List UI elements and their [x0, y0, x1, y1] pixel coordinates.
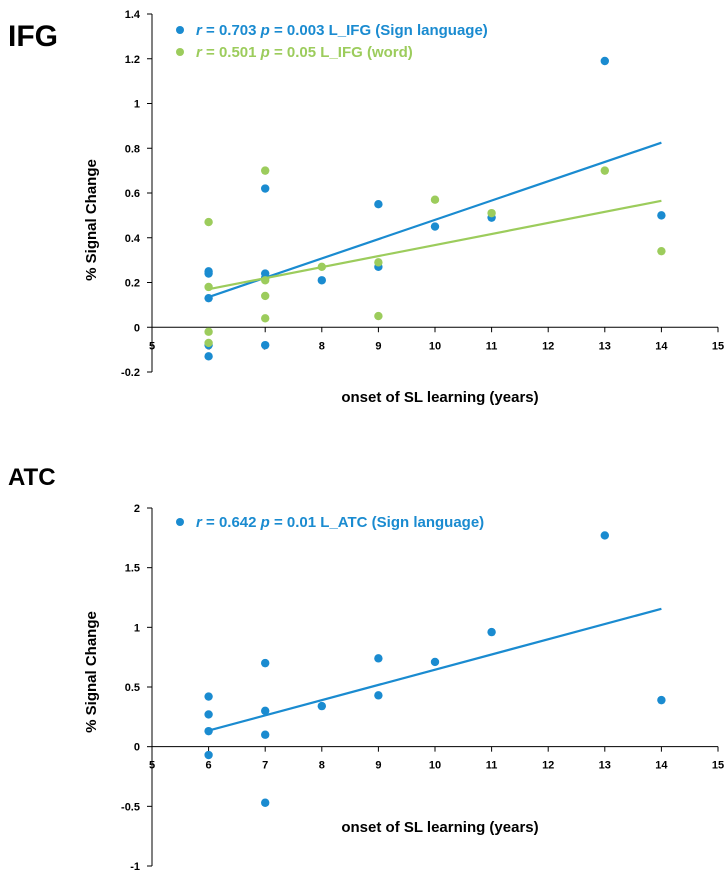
data-point: [430, 222, 440, 231]
y-tick-label: 0.5: [125, 682, 140, 694]
data-point: [261, 276, 270, 285]
y-tick-label: 0.2: [125, 278, 140, 290]
data-point: [261, 166, 270, 175]
data-point: [430, 195, 440, 204]
y-tick-label: -1: [130, 861, 140, 873]
data-point: [204, 338, 213, 348]
x-tick-label: 12: [542, 340, 554, 352]
data-point: [317, 276, 326, 285]
data-point: [657, 211, 666, 220]
x-tick-label: 9: [375, 340, 381, 352]
data-point: [600, 531, 609, 540]
data-point: [204, 750, 213, 760]
x-tick-label: 8: [319, 340, 325, 352]
x-tick-label: 11: [486, 340, 498, 352]
data-point: [204, 352, 213, 361]
data-point: [374, 311, 383, 321]
data-point: [657, 246, 666, 256]
data-point: [204, 217, 213, 227]
panel-title: ATC: [8, 464, 56, 491]
data-point: [317, 262, 326, 272]
data-point: [261, 340, 270, 350]
data-point: [374, 199, 383, 209]
x-tick-label: 13: [599, 340, 611, 352]
data-point: [261, 706, 270, 716]
data-point: [430, 657, 440, 667]
data-point: [317, 701, 326, 711]
y-tick-label: -0.5: [121, 801, 140, 813]
y-tick-label: 1.4: [125, 9, 141, 21]
legend-marker: [176, 26, 184, 34]
legend-marker: [176, 518, 184, 526]
data-point: [657, 695, 666, 705]
x-tick-label: 12: [542, 760, 554, 772]
x-tick-label: 15: [712, 760, 724, 772]
y-tick-label: 1: [134, 622, 140, 634]
data-point: [487, 627, 496, 637]
data-point: [261, 658, 270, 668]
data-point: [600, 56, 609, 66]
y-tick-label: 1.2: [125, 54, 140, 66]
x-tick-label: 10: [429, 340, 441, 352]
data-point: [204, 282, 213, 292]
trendline: [208, 607, 662, 732]
trendline: [208, 199, 662, 291]
data-point: [204, 293, 213, 303]
y-tick-label: -0.2: [121, 367, 140, 379]
data-point: [204, 692, 213, 701]
legend-marker: [176, 48, 184, 56]
x-tick-label: 13: [599, 760, 611, 772]
y-axis-label: % Signal Change: [83, 159, 100, 281]
x-tick-label: 11: [486, 760, 498, 772]
data-point: [374, 691, 383, 700]
x-tick-label: 14: [655, 340, 668, 352]
x-tick-label: 9: [375, 760, 381, 772]
trendline: [208, 141, 662, 299]
x-tick-label: 10: [429, 760, 441, 772]
x-axis-label: onset of SL learning (years): [341, 389, 538, 406]
data-point: [261, 730, 270, 739]
x-tick-label: 6: [206, 760, 212, 772]
data-point: [374, 654, 383, 663]
data-point: [204, 726, 213, 736]
y-tick-label: 0: [134, 322, 140, 334]
x-tick-label: 15: [712, 340, 724, 352]
data-point: [204, 269, 213, 278]
x-tick-label: 14: [655, 760, 668, 772]
x-tick-label: 8: [319, 760, 325, 772]
y-tick-label: 1.5: [125, 563, 140, 575]
legend-entry: r = 0.642 p = 0.01 L_ATC (Sign language): [196, 514, 484, 531]
x-tick-label: 5: [149, 760, 155, 772]
data-point: [204, 327, 213, 336]
legend-entry: r = 0.703 p = 0.003 L_IFG (Sign language…: [196, 22, 488, 39]
y-tick-label: 0.4: [125, 233, 141, 245]
data-point: [487, 208, 496, 218]
legend-entry: r = 0.501 p = 0.05 L_IFG (word): [196, 44, 413, 61]
data-point: [261, 291, 270, 301]
y-tick-label: 0.8: [125, 143, 140, 155]
y-tick-label: 2: [134, 503, 140, 515]
y-tick-label: 0.6: [125, 188, 140, 200]
data-point: [261, 798, 270, 807]
data-point: [261, 314, 270, 323]
data-point: [600, 166, 609, 175]
data-point: [374, 258, 383, 267]
data-point: [261, 184, 270, 193]
x-tick-label: 5: [149, 340, 155, 352]
x-axis-label: onset of SL learning (years): [341, 819, 538, 836]
y-tick-label: 1: [134, 99, 140, 111]
panel-title: IFG: [8, 20, 58, 53]
y-tick-label: 0: [134, 742, 140, 754]
y-axis-label: % Signal Change: [83, 611, 100, 733]
data-point: [204, 710, 213, 719]
x-tick-label: 7: [262, 760, 268, 772]
